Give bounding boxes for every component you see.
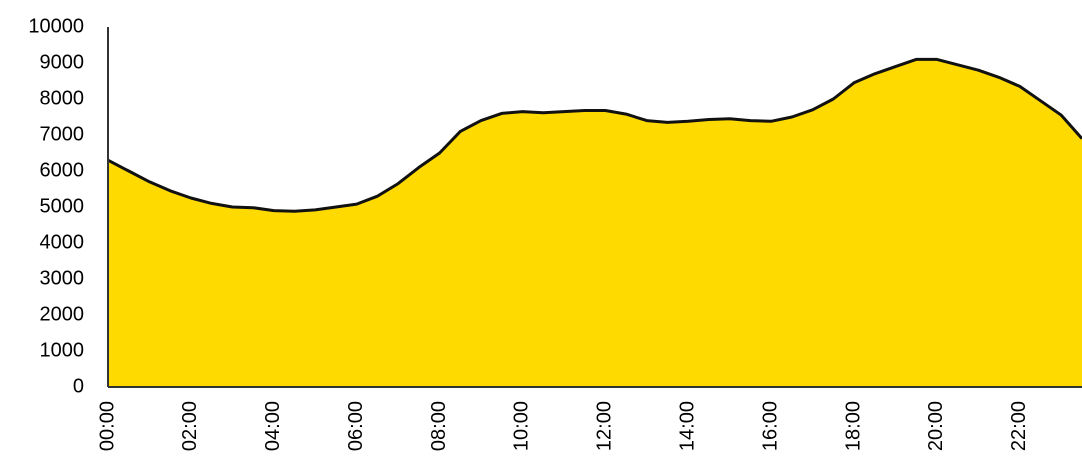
x-tick-label: 00:00: [96, 401, 118, 451]
y-tick-label: 0: [73, 375, 84, 397]
area-fill: [108, 59, 1082, 388]
x-tick-label: 18:00: [842, 401, 864, 451]
x-tick-label: 16:00: [759, 401, 781, 451]
y-tick-label: 1000: [40, 339, 85, 361]
x-tick-label: 08:00: [428, 401, 450, 451]
y-tick-label: 6000: [40, 159, 85, 181]
y-tick-label: 10000: [28, 15, 84, 37]
y-tick-label: 4000: [40, 231, 85, 253]
x-tick-label: 12:00: [594, 401, 616, 451]
y-tick-label: 8000: [40, 87, 85, 109]
x-tick-label: 20:00: [925, 401, 947, 451]
y-tick-label: 7000: [40, 123, 85, 145]
x-tick-label: 10:00: [511, 401, 533, 451]
y-tick-label: 2000: [40, 303, 85, 325]
x-tick-label: 14:00: [677, 401, 699, 451]
x-tick-label: 06:00: [345, 401, 367, 451]
x-tick-label: 02:00: [179, 401, 201, 451]
x-tick-label: 22:00: [1008, 401, 1030, 451]
x-tick-label: 04:00: [262, 401, 284, 451]
area-line: [107, 57, 1082, 213]
y-tick-label: 9000: [40, 51, 85, 73]
y-tick-label: 3000: [40, 267, 85, 289]
y-tick-label: 5000: [40, 195, 85, 217]
